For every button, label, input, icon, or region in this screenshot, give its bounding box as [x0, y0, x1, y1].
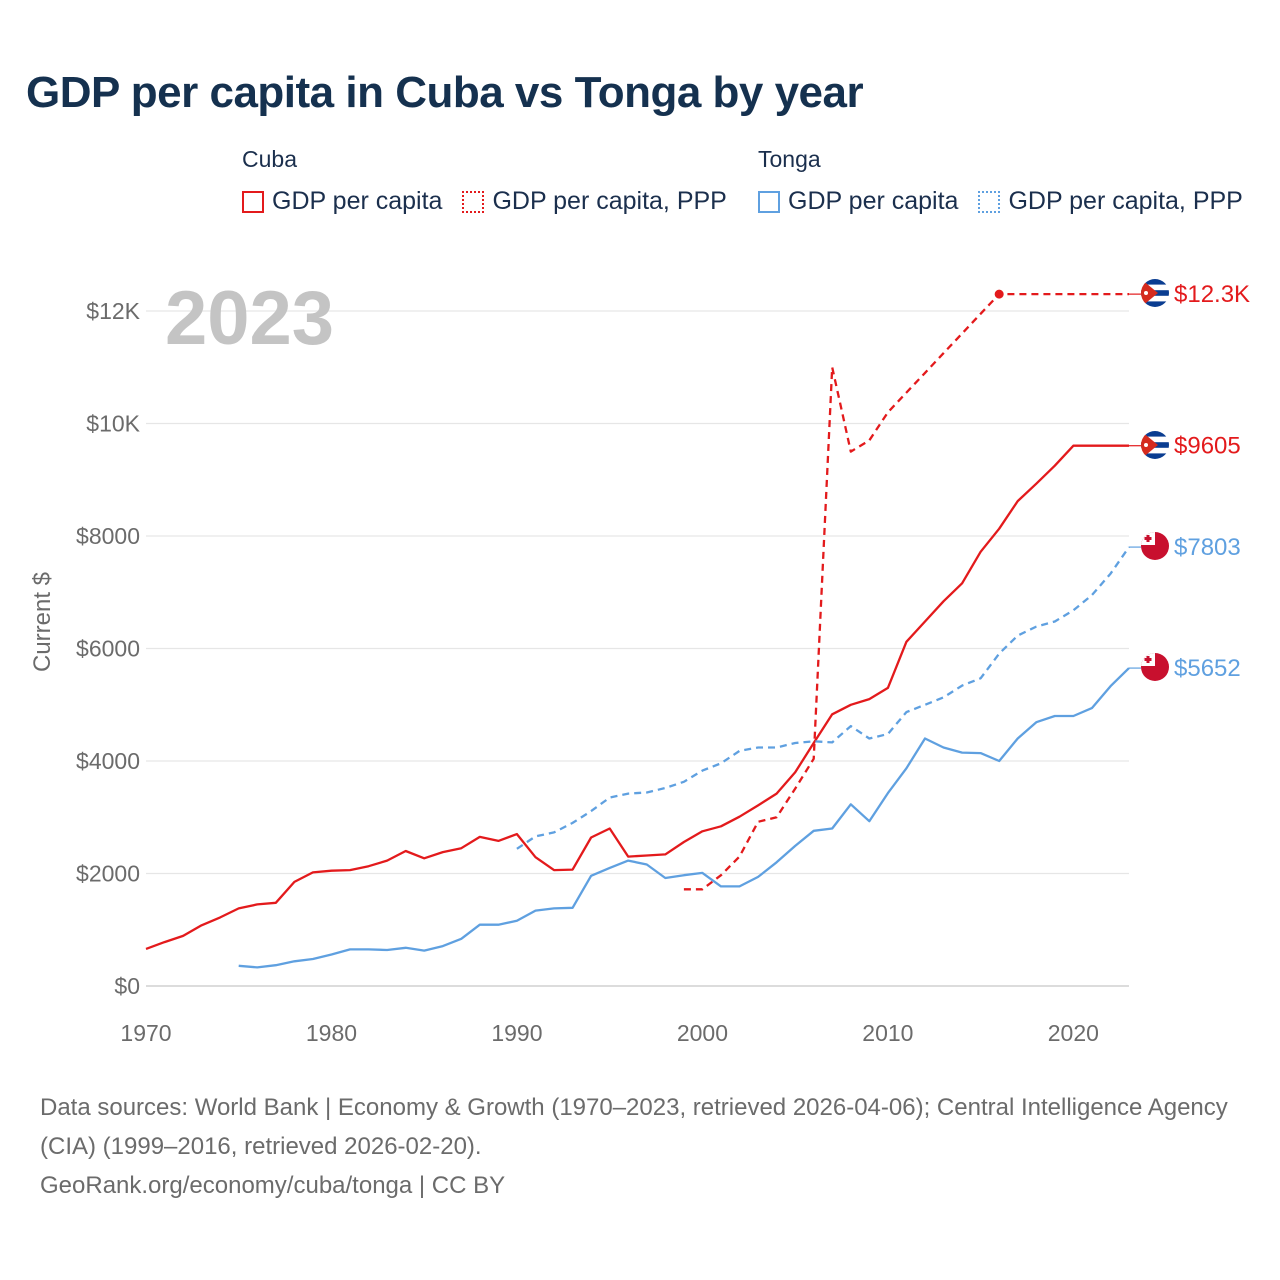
y-tick-label: $0: [114, 973, 140, 999]
legend-item-tonga-gdp[interactable]: GDP per capita: [758, 187, 958, 216]
legend-item-tonga-gdp-ppp[interactable]: GDP per capita, PPP: [978, 187, 1243, 216]
y-tick-label: $10K: [86, 411, 140, 437]
cuba-flag-icon: [1141, 431, 1169, 459]
end-value-label: $9605: [1174, 433, 1241, 460]
legend-item-label: GDP per capita, PPP: [492, 187, 727, 215]
legend-swatch-solid: [758, 190, 780, 213]
tonga-flag-icon: [1141, 532, 1169, 560]
credit-link[interactable]: GeoRank.org/economy/cuba/tonga | CC BY: [40, 1172, 506, 1199]
end-value-label: $5652: [1174, 655, 1241, 682]
legend-item-cuba-gdp-ppp[interactable]: GDP per capita, PPP: [462, 187, 727, 216]
series-line-cuba-ppp: [683, 292, 1129, 891]
y-tick-label: $8000: [76, 523, 140, 549]
x-tick-label: 2000: [677, 1020, 728, 1046]
series-line-tonga-gdp: [238, 667, 1130, 969]
legend-item-label: GDP per capita, PPP: [1008, 187, 1243, 215]
y-tick-label: $6000: [76, 636, 140, 662]
footer: Data sources: World Bank | Economy & Gro…: [40, 1088, 1250, 1205]
x-tick-label: 1980: [306, 1020, 357, 1046]
legend-group-tonga: Tonga GDP per capita GDP per capita, PPP: [758, 146, 1243, 216]
y-tick-label: $2000: [76, 861, 140, 887]
legend-item-label: GDP per capita: [272, 187, 443, 215]
x-tick-label: 2020: [1048, 1020, 1099, 1046]
legend-swatch-dotted: [978, 190, 1001, 213]
y-tick-label: $4000: [76, 748, 140, 774]
data-sources: Data sources: World Bank | Economy & Gro…: [40, 1094, 1228, 1160]
year-watermark: 2023: [165, 276, 334, 361]
series-line-tonga-ppp: [516, 546, 1130, 850]
legend-group-name: Cuba: [242, 146, 297, 172]
legend-swatch-dotted: [462, 190, 485, 213]
chart-title: GDP per capita in Cuba vs Tonga by year: [26, 68, 864, 117]
cuba-flag-icon: [1141, 279, 1169, 307]
series-end-marker: [994, 289, 1004, 299]
tonga-flag-icon: [1141, 653, 1169, 681]
y-tick-label: $12K: [86, 298, 140, 324]
legend-group-name: Tonga: [758, 146, 821, 172]
x-tick-label: 1970: [120, 1020, 171, 1046]
legend-group-cuba: Cuba GDP per capita GDP per capita, PPP: [242, 146, 727, 216]
end-value-label: $12.3K: [1174, 281, 1250, 308]
legend-item-label: GDP per capita: [788, 187, 959, 215]
legend-item-cuba-gdp[interactable]: GDP per capita: [242, 187, 442, 216]
x-tick-label: 2010: [862, 1020, 913, 1046]
y-axis-label: Current $: [29, 572, 56, 672]
legend-swatch-solid: [242, 190, 264, 213]
x-tick-label: 1990: [491, 1020, 542, 1046]
end-value-label: $7803: [1174, 534, 1241, 561]
series-line-cuba-gdp: [145, 444, 1129, 950]
chart-plot: $0 $2000 $4000 $6000 $8000 $10K $12K 1970 1980 19…: [29, 276, 1250, 1046]
